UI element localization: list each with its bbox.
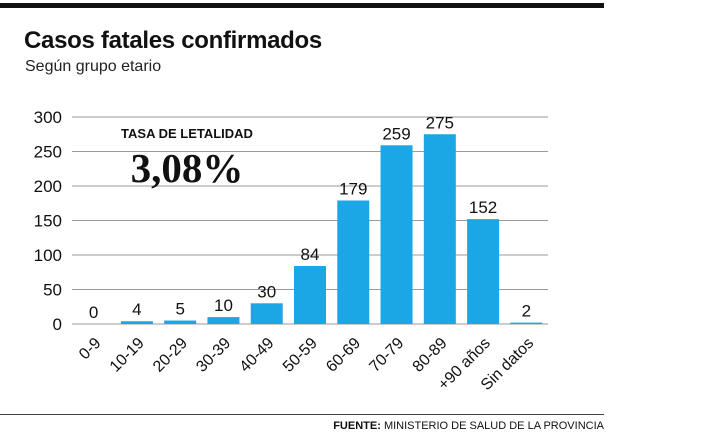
- bar-7: [380, 145, 413, 324]
- bar-2: [164, 320, 197, 324]
- chart-subtitle: Según grupo etario: [25, 58, 162, 75]
- value-label-0: 0: [89, 303, 98, 322]
- y-tick-label-100: 100: [34, 246, 62, 265]
- y-tick-label-300: 300: [34, 108, 62, 127]
- bar-9: [467, 219, 500, 324]
- value-label-6: 179: [339, 179, 367, 198]
- value-label-9: 152: [469, 198, 497, 217]
- x-tick-label-7: 70-79: [366, 335, 407, 376]
- y-axis-ticks: 0 50 100 150 200 250 300: [34, 108, 62, 334]
- source-text: MINISTERIO DE SALUD DE LA PROVINCIA: [383, 420, 604, 432]
- bar-8: [423, 134, 456, 324]
- value-label-4: 30: [257, 282, 276, 301]
- x-tick-label-6: 60-69: [323, 335, 364, 376]
- y-tick-label-250: 250: [34, 143, 62, 162]
- x-tick-label-1: 10-19: [107, 335, 148, 376]
- x-tick-label-0: 0-9: [76, 335, 104, 363]
- x-tick-label-5: 50-59: [280, 335, 321, 376]
- value-label-2: 5: [175, 300, 184, 319]
- value-label-7: 259: [382, 124, 410, 143]
- bars: [120, 134, 543, 324]
- value-label-10: 2: [522, 302, 531, 321]
- bar-5: [294, 266, 326, 324]
- x-axis-ticks: 0-9 10-19 20-29 30-39 40-49 50-59 60-69 70-79 80…: [76, 335, 537, 394]
- y-tick-label-0: 0: [53, 315, 62, 334]
- value-label-1: 4: [132, 300, 141, 319]
- y-tick-label-150: 150: [34, 212, 62, 231]
- x-tick-label-4: 40-49: [237, 335, 278, 376]
- y-tick-label-50: 50: [43, 281, 62, 300]
- bar-4: [250, 303, 283, 324]
- bar-1: [120, 321, 153, 324]
- source-label: FUENTE:: [333, 420, 381, 432]
- x-tick-label-3: 30-39: [193, 335, 234, 376]
- lethality-rate-label: TASA DE LETALIDAD: [121, 126, 253, 141]
- value-labels: 0 4 5 10 30 84 179 259 275 152 2: [89, 113, 531, 322]
- chart-title: Casos fatales confirmados: [24, 27, 322, 54]
- bar-10: [510, 322, 543, 324]
- bar-3: [207, 317, 240, 324]
- value-label-8: 275: [426, 113, 454, 132]
- bar-chart: 0 50 100 150 200 250 300 0 4 5 10 30 84 179 259 275 152…: [34, 108, 548, 394]
- x-tick-label-2: 20-29: [150, 335, 191, 376]
- source-note: FUENTE: MINISTERIO DE SALUD DE LA PROVIN…: [333, 420, 604, 432]
- bottom-rule: [0, 414, 604, 415]
- y-tick-label-200: 200: [34, 177, 62, 196]
- value-label-3: 10: [214, 296, 233, 315]
- value-label-5: 84: [301, 245, 320, 264]
- x-tick-label-8: 80-89: [410, 335, 451, 376]
- lethality-rate-value: 3,08%: [130, 145, 244, 191]
- top-rule: [0, 3, 604, 8]
- bar-6: [337, 200, 370, 324]
